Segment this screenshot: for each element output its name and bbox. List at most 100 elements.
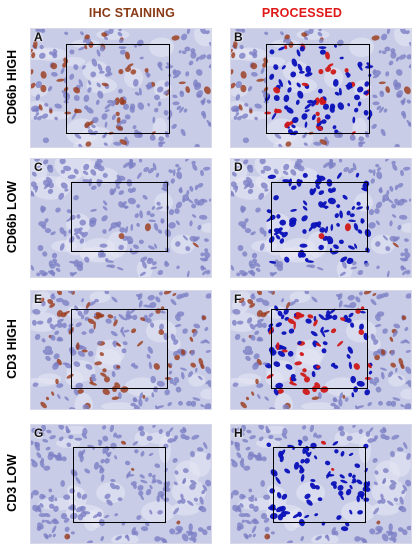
cell-nucleus	[276, 342, 280, 351]
cell-nucleus	[172, 69, 177, 74]
cell-nucleus	[314, 513, 319, 517]
cell-nucleus	[246, 429, 252, 434]
cell-nucleus	[197, 224, 202, 230]
cell-nucleus	[364, 81, 370, 87]
cell-nucleus	[96, 312, 102, 319]
cell-nucleus	[146, 257, 154, 265]
cell-nucleus	[122, 103, 130, 110]
cell-nucleus	[80, 31, 84, 36]
cell-nucleus	[267, 291, 274, 294]
cell-nucleus	[152, 474, 156, 479]
cell-nucleus	[392, 242, 399, 248]
cell-nucleus	[206, 99, 211, 104]
cell-nucleus	[280, 314, 285, 320]
cell-nucleus	[109, 264, 116, 269]
cell-nucleus	[400, 169, 404, 177]
cell-nucleus	[318, 29, 322, 32]
cell-nucleus	[205, 30, 210, 35]
cell-nucleus	[302, 134, 306, 139]
cell-nucleus	[48, 51, 57, 56]
cell-nucleus	[327, 197, 336, 205]
cell-nucleus	[188, 60, 194, 66]
cell-nucleus	[334, 449, 339, 454]
cell-nucleus	[245, 446, 251, 451]
cell-nucleus	[36, 525, 42, 531]
cell-nucleus	[148, 219, 157, 223]
cell-nucleus	[302, 368, 307, 373]
cell-nucleus	[193, 497, 199, 502]
cell-nucleus	[244, 228, 252, 234]
cell-nucleus	[285, 301, 291, 309]
cell-nucleus	[156, 479, 163, 485]
panel-c-ihc: C	[30, 158, 212, 278]
cell-nucleus	[62, 62, 67, 68]
cell-nucleus	[164, 389, 170, 396]
cell-nucleus	[76, 214, 81, 219]
cell-nucleus	[378, 188, 383, 193]
cell-nucleus	[307, 314, 314, 319]
cell-nucleus	[378, 81, 386, 85]
cell-nucleus	[339, 474, 345, 479]
cell-nucleus	[231, 440, 234, 446]
cell-nucleus	[35, 94, 41, 101]
cell-nucleus	[60, 169, 65, 174]
cell-nucleus	[318, 88, 323, 94]
cell-nucleus	[154, 463, 161, 468]
cell-nucleus	[240, 71, 247, 79]
cell-nucleus	[79, 455, 84, 463]
cell-nucleus	[115, 111, 120, 117]
cell-nucleus	[204, 248, 209, 253]
cell-nucleus	[31, 107, 39, 112]
cell-nucleus	[64, 188, 69, 192]
cell-nucleus	[34, 186, 39, 193]
cell-nucleus	[375, 314, 381, 322]
cell-nucleus	[400, 265, 407, 270]
cell-nucleus	[334, 91, 340, 96]
cell-nucleus	[254, 497, 258, 502]
cell-nucleus	[340, 450, 345, 457]
cell-nucleus	[352, 425, 356, 428]
cell-nucleus	[284, 121, 290, 129]
cell-nucleus	[248, 51, 257, 56]
cell-nucleus	[97, 63, 103, 72]
cell-nucleus	[145, 84, 153, 89]
cell-nucleus	[79, 231, 85, 236]
cell-nucleus	[192, 330, 198, 337]
cell-nucleus	[386, 190, 390, 196]
cell-nucleus	[350, 266, 358, 270]
cell-nucleus	[264, 533, 271, 540]
cell-nucleus	[304, 291, 310, 295]
cell-nucleus	[198, 357, 204, 366]
cell-nucleus	[189, 483, 196, 490]
cell-nucleus	[121, 119, 127, 124]
cell-nucleus	[296, 312, 302, 319]
cell-nucleus	[57, 291, 62, 296]
cell-nucleus	[97, 439, 103, 444]
cell-nucleus	[297, 90, 304, 99]
cell-nucleus	[189, 235, 198, 242]
cell-nucleus	[324, 226, 329, 234]
cell-nucleus	[379, 106, 384, 113]
cell-nucleus	[146, 210, 151, 216]
cell-nucleus	[101, 215, 108, 222]
cell-nucleus	[202, 113, 207, 119]
cell-nucleus	[87, 350, 94, 357]
cell-nucleus	[377, 167, 382, 172]
cell-nucleus	[180, 498, 186, 504]
cell-nucleus	[48, 533, 52, 538]
tissue-patch	[73, 140, 90, 147]
cell-nucleus	[383, 292, 389, 298]
cell-nucleus	[95, 99, 100, 105]
cell-nucleus	[137, 102, 145, 110]
cell-nucleus	[264, 31, 269, 35]
cell-nucleus	[185, 71, 190, 77]
cell-nucleus	[127, 63, 134, 68]
cell-nucleus	[83, 163, 90, 171]
cell-nucleus	[185, 159, 190, 162]
cell-nucleus	[366, 363, 372, 369]
cell-nucleus	[289, 300, 296, 306]
cell-nucleus	[168, 209, 175, 216]
cell-nucleus	[56, 322, 63, 328]
cell-nucleus	[194, 83, 202, 91]
cell-nucleus	[345, 84, 353, 89]
